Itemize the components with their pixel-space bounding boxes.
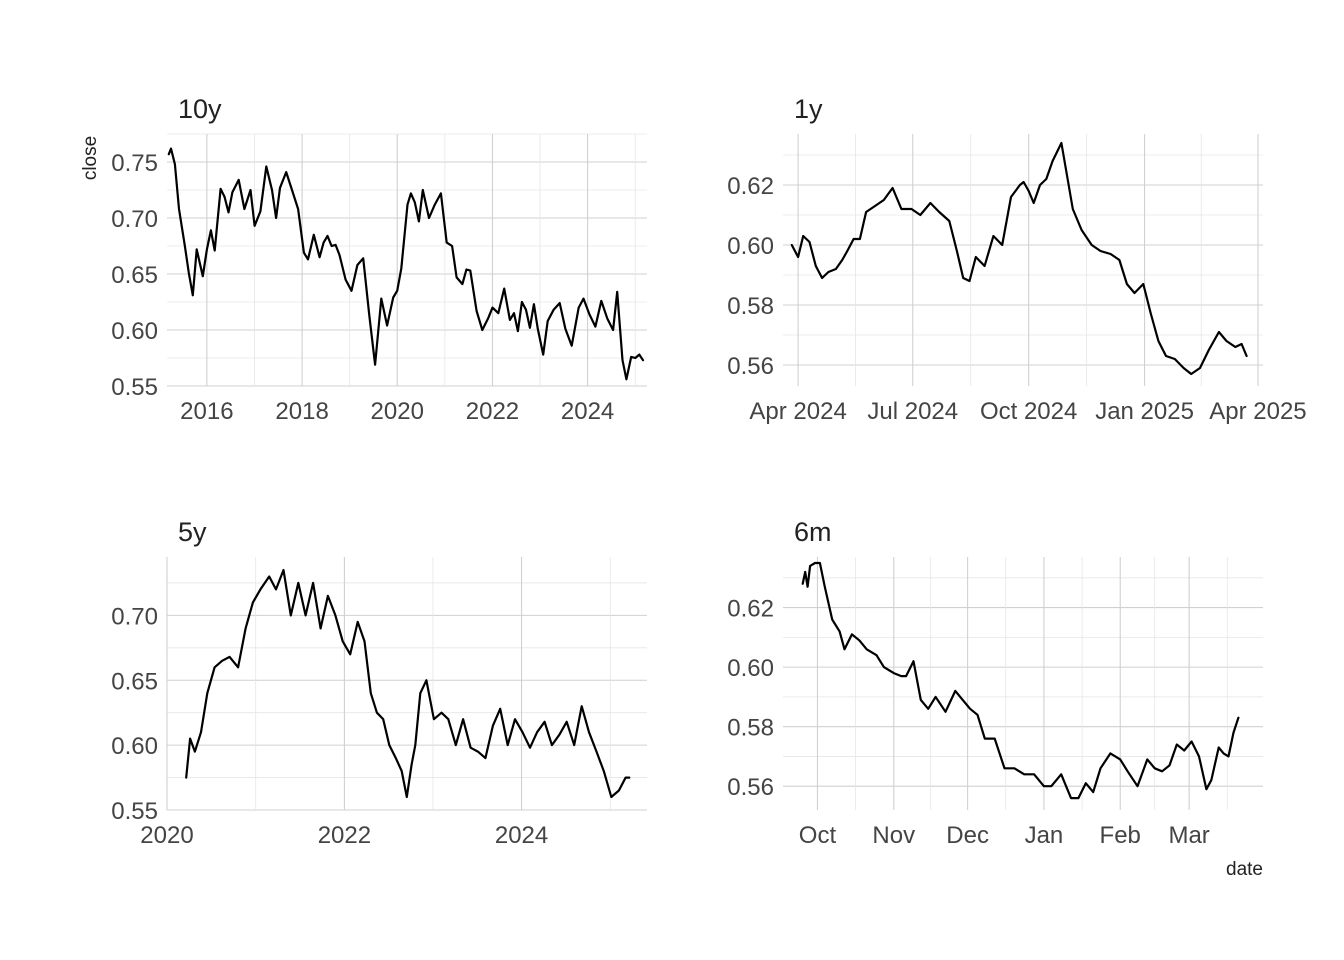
panel-6m-y-ticks: 0.56 0.58 0.60 0.62 [727,596,774,802]
panel-5y-x-tick-label: 2022 [318,822,371,849]
panel-6m-x-tick-label: Feb [1100,822,1141,849]
panel-6m-title: 6m [794,517,832,547]
panel-6m-x-tick-label: Jan [1025,822,1064,849]
panel-5y-x-tick-label: 2024 [495,822,548,849]
panel-1y-x-tick-label: Oct 2024 [980,398,1077,425]
panel-1y-y-tick-label: 0.58 [727,293,774,320]
panel-1y-x-tick-label: Apr 2025 [1209,398,1306,425]
panel-6m-y-tick-label: 0.56 [727,774,774,801]
panel-10y-y-ticks: 0.55 0.60 0.65 0.70 0.75 [111,150,158,401]
panel-5y-y-tick-label: 0.65 [111,668,158,695]
panel-5y-y-tick-label: 0.70 [111,603,158,630]
panel-10y-y-tick-label: 0.60 [111,318,158,345]
panel-6m-series-line [801,561,1240,800]
panel-5y-x-ticks: 2020 2022 2024 [140,822,548,849]
panel-6m-x-tick-label: Mar [1168,822,1209,849]
panel-10y-x-tick-label: 2020 [371,398,424,425]
panel-1y-y-tick-label: 0.56 [727,353,774,380]
panel-5y: 0.55 0.60 0.65 0.70 2020 2022 2024 5y [111,517,647,849]
panel-5y-title: 5y [178,517,207,547]
panel-10y-series-line [167,147,645,381]
panel-10y-x-tick-label: 2024 [561,398,614,425]
panel-1y-y-ticks: 0.56 0.58 0.60 0.62 [727,173,774,380]
panel-1y-y-tick-label: 0.60 [727,233,774,260]
panel-6m-x-tick-label: Dec [946,822,989,849]
panel-6m-x-ticks: Oct Nov Dec Jan Feb Mar [799,822,1210,849]
panel-1y: 0.56 0.58 0.60 0.62 Apr 2024 Jul 2024 Oct 202… [727,94,1306,425]
panel-1y-x-tick-label: Apr 2024 [749,398,846,425]
panel-5y-x-tick-label: 2020 [140,822,193,849]
panel-10y-y-tick-label: 0.65 [111,262,158,289]
panel-10y-x-tick-label: 2018 [275,398,328,425]
panel-10y-x-tick-label: 2022 [466,398,519,425]
panel-5y-grid [166,557,647,811]
x-axis-title: date [1226,859,1263,880]
panel-10y-x-tick-label: 2016 [180,398,233,425]
panel-6m-x-tick-label: Nov [872,822,915,849]
panel-1y-x-ticks: Apr 2024 Jul 2024 Oct 2024 Jan 2025 Apr 2025 [749,398,1306,425]
panel-1y-title: 1y [794,94,823,124]
panel-10y-grid [167,133,647,387]
panel-1y-y-tick-label: 0.62 [727,173,774,200]
panel-1y-x-tick-label: Jul 2024 [867,398,958,425]
panel-6m: 0.56 0.58 0.60 0.62 Oct Nov Dec Jan Feb Mar 6m [727,517,1263,849]
panel-10y-y-tick-label: 0.55 [111,374,158,401]
panel-5y-y-ticks: 0.55 0.60 0.65 0.70 [111,603,158,825]
panel-10y-title: 10y [178,94,222,124]
panel-5y-y-tick-label: 0.60 [111,733,158,760]
panel-1y-grid [783,134,1263,386]
y-axis-title: close [80,136,101,180]
panel-6m-x-tick-label: Oct [799,822,837,849]
panel-5y-y-tick-label: 0.55 [111,798,158,825]
panel-1y-x-tick-label: Jan 2025 [1095,398,1194,425]
panel-6m-y-tick-label: 0.60 [727,655,774,682]
panel-1y-series-line [790,141,1248,376]
panel-10y: 0.55 0.60 0.65 0.70 0.75 2016 2018 2020 2022 202… [111,94,647,425]
panel-6m-grid [783,557,1263,810]
panel-6m-y-tick-label: 0.58 [727,715,774,742]
panel-6m-y-tick-label: 0.62 [727,596,774,623]
panel-10y-x-ticks: 2016 2018 2020 2022 2024 [180,398,614,425]
panel-5y-series-line [185,568,631,799]
panel-10y-y-tick-label: 0.75 [111,150,158,177]
panel-10y-y-tick-label: 0.70 [111,206,158,233]
